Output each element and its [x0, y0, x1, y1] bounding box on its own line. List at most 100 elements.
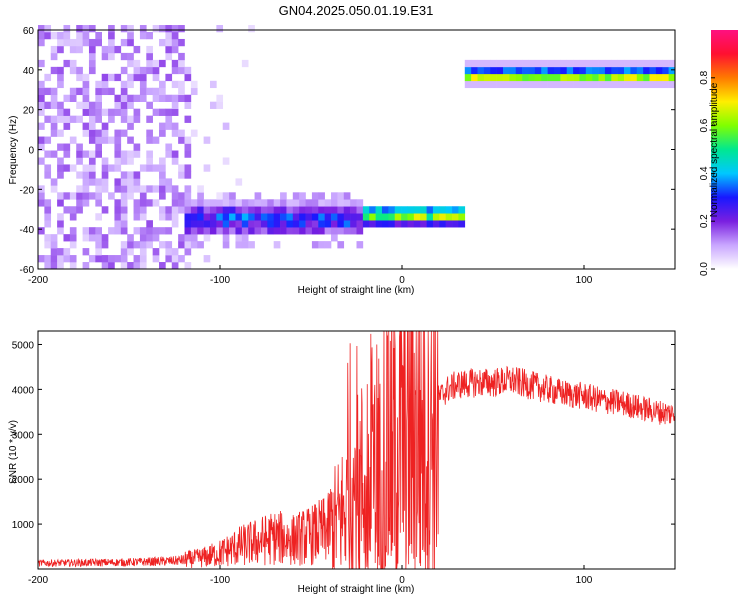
- spectrogram-cell: [254, 192, 262, 200]
- spectrogram-cell: [643, 59, 650, 68]
- spectrogram-cell: [171, 255, 179, 263]
- spectrogram-cell: [471, 59, 478, 68]
- spectrogram-cell: [248, 213, 255, 221]
- spectrogram-cell: [82, 38, 90, 47]
- spectrogram-cell: [388, 206, 396, 214]
- spectrogram-cell: [69, 66, 77, 75]
- spectrogram-cell: [490, 59, 497, 68]
- spectrogram-cell: [108, 227, 115, 235]
- spectrogram-cell: [57, 101, 64, 109]
- spectrogram-cell: [120, 178, 128, 186]
- spectrogram-cell: [95, 213, 102, 221]
- spectrogram-cell: [101, 80, 109, 89]
- spectrogram-cell: [127, 38, 134, 47]
- colorbar-tick-label: 0.4: [699, 166, 710, 180]
- spectrogram-cell: [229, 199, 236, 207]
- spectrogram-cell: [235, 227, 243, 235]
- spectrogram-cell: [38, 122, 45, 130]
- spectrogram-cell: [69, 241, 77, 249]
- spectrogram-cell: [662, 73, 669, 82]
- spectrogram-cell: [95, 136, 102, 144]
- spectrogram-cell: [88, 122, 96, 130]
- spectrogram-cell: [127, 73, 134, 82]
- spectrogram-cell: [146, 66, 153, 75]
- spectrogram-cell: [120, 248, 128, 256]
- spectrogram-cell: [57, 192, 64, 200]
- spectrogram-cell: [127, 101, 134, 109]
- spectrogram-cell: [159, 122, 166, 130]
- spectrogram-cell: [38, 192, 45, 200]
- spectrogram-cell: [254, 220, 262, 228]
- spectrogram-cell: [299, 213, 306, 221]
- spectrogram-cell: [260, 227, 268, 235]
- spectrogram-cell: [95, 150, 102, 158]
- spectrogram-cell: [324, 227, 332, 235]
- spectrogram-x-axis-label: Height of straight line (km): [298, 285, 415, 296]
- spectrogram-cell: [171, 45, 179, 54]
- spectrogram-cell: [178, 206, 185, 214]
- spectrogram-cell: [420, 220, 427, 228]
- spectrogram-cell: [260, 213, 268, 221]
- spectrogram-cell: [248, 199, 255, 207]
- y-tick-label: 5000: [12, 340, 35, 351]
- spectrogram-cell: [171, 213, 179, 221]
- spectrogram-cell: [324, 213, 332, 221]
- spectrogram-cell: [362, 213, 370, 221]
- spectrogram-cell: [611, 59, 618, 68]
- spectrogram-cell: [356, 241, 364, 249]
- spectrogram-cell: [630, 66, 638, 75]
- spectrogram-cell: [337, 241, 345, 249]
- spectrogram-cell: [445, 206, 453, 214]
- spectrogram-cell: [76, 45, 83, 54]
- spectrogram-y-axis-label: Frequency (Hz): [8, 116, 19, 185]
- spectrogram-cell: [57, 66, 64, 75]
- spectrogram-cell: [178, 38, 185, 47]
- x-tick-label: -100: [210, 575, 230, 586]
- spectrogram-cell: [413, 206, 421, 214]
- spectrogram-cell: [57, 262, 64, 270]
- spectrogram-cell: [50, 248, 58, 256]
- spectrogram-cell: [452, 213, 459, 221]
- spectrogram-cell: [241, 220, 249, 228]
- spectrogram-cell: [120, 25, 128, 33]
- spectrogram-cell: [566, 66, 574, 75]
- spectrogram-cell: [159, 171, 166, 179]
- spectrogram-cell: [69, 227, 77, 235]
- spectrogram-cell: [38, 94, 45, 102]
- spectrogram-cell: [254, 227, 262, 235]
- spectrogram-cell: [280, 199, 287, 207]
- spectrogram-cell: [120, 227, 128, 235]
- spectrogram-cell: [63, 115, 71, 123]
- spectrogram-cells: [38, 25, 676, 270]
- spectrogram-cell: [50, 185, 58, 193]
- spectrogram-cell: [222, 241, 230, 249]
- spectrogram-cell: [254, 199, 262, 207]
- spectrogram-cell: [381, 213, 389, 221]
- spectrogram-cell: [82, 25, 90, 33]
- spectrogram-cell: [50, 150, 58, 158]
- spectrogram-cell: [120, 150, 128, 158]
- spectrogram-cell: [292, 213, 300, 221]
- spectrogram-cell: [235, 241, 243, 249]
- spectrogram-cell: [101, 255, 109, 263]
- spectrogram-cell: [318, 241, 325, 249]
- spectrogram-cell: [159, 94, 166, 102]
- spectrogram-cell: [44, 234, 52, 242]
- colorbar-tick-label: 0.6: [699, 118, 710, 132]
- spectrogram-cell: [120, 262, 128, 270]
- spectrogram-cell: [152, 164, 160, 172]
- spectrogram-cell: [159, 59, 166, 68]
- spectrogram-cell: [69, 115, 77, 123]
- spectrogram-cell: [197, 227, 204, 235]
- spectrogram-cell: [57, 115, 64, 123]
- spectrogram-cell: [146, 185, 153, 193]
- spectrogram-cell: [611, 66, 618, 75]
- spectrogram-cell: [190, 199, 198, 207]
- spectrogram-cell: [573, 66, 580, 75]
- spectrogram-cell: [324, 220, 332, 228]
- y-tick-label: -60: [20, 265, 35, 276]
- spectrogram-cell: [573, 59, 580, 68]
- spectrogram-cell: [566, 73, 574, 82]
- spectrogram-cell: [184, 220, 192, 228]
- spectrogram-cell: [146, 199, 153, 207]
